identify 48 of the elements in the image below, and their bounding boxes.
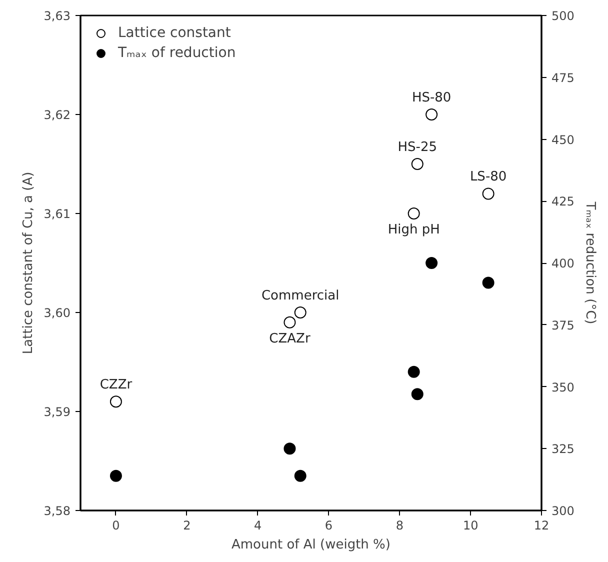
y-tick-label: 3,63 (44, 9, 70, 23)
point (482, 276, 494, 289)
point (408, 208, 420, 220)
point (408, 366, 420, 378)
point (411, 388, 424, 400)
point (426, 257, 438, 269)
y2-tick-label: 475 (552, 70, 574, 85)
point (284, 316, 296, 328)
point (294, 470, 306, 482)
point (482, 188, 494, 200)
annotation: High pH (388, 222, 440, 238)
x-tick-label: 8 (396, 518, 404, 532)
annotation: LS-80 (470, 170, 507, 185)
y2-axis-title: Tₘₐₓ reduction (°C) (582, 200, 598, 324)
y-tick-label: 3,58 (44, 504, 70, 518)
y2-tick-label: 425 (552, 194, 574, 209)
y2-tick-label: 400 (552, 256, 574, 270)
x-tick-label: 10 (462, 518, 478, 532)
y2-tick-label: 300 (552, 504, 574, 518)
y-tick-label: 3,60 (44, 306, 70, 320)
point (411, 158, 424, 170)
y2-tick-label: 350 (552, 380, 574, 394)
x-axis-title: Amount of Al (weigth %) (232, 538, 390, 552)
annotation: HS-80 (412, 90, 452, 106)
y-tick-label: 3,62 (44, 108, 70, 122)
y-tick-label: 3,61 (44, 207, 70, 221)
annotation: CZZr (100, 378, 133, 393)
legend-label: Lattice constant (118, 25, 231, 41)
y2-tick-label: 450 (552, 132, 574, 147)
annotation: Commercial (261, 288, 340, 304)
y2-tick-label: 500 (552, 9, 574, 23)
annotation: HS-25 (398, 140, 438, 155)
x-tick-label: 4 (254, 518, 262, 532)
y2-tick-label: 375 (552, 318, 574, 332)
y-axis-title: Lattice constant of Cu, a (A) (20, 172, 36, 354)
legend-label: Tₘₐₓ of reduction (118, 45, 236, 61)
point (110, 470, 122, 482)
x-tick-label: 2 (183, 518, 191, 532)
point (284, 442, 296, 455)
point (110, 396, 122, 408)
y-tick-label: 3,59 (44, 405, 70, 419)
annotation: CZAZr (269, 331, 311, 346)
y2-tick-label: 325 (552, 442, 574, 456)
x-tick-label: 6 (324, 518, 333, 532)
point (294, 306, 306, 318)
point (426, 108, 438, 120)
x-tick-label: 12 (534, 518, 550, 532)
x-tick-label: 0 (112, 518, 120, 532)
